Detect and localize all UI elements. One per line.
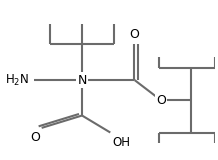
Text: N: N (77, 73, 87, 87)
Text: O: O (129, 28, 140, 41)
Text: H$_2$N: H$_2$N (5, 72, 30, 88)
Text: OH: OH (112, 136, 130, 149)
Text: O: O (30, 131, 40, 144)
Text: O: O (156, 94, 166, 107)
